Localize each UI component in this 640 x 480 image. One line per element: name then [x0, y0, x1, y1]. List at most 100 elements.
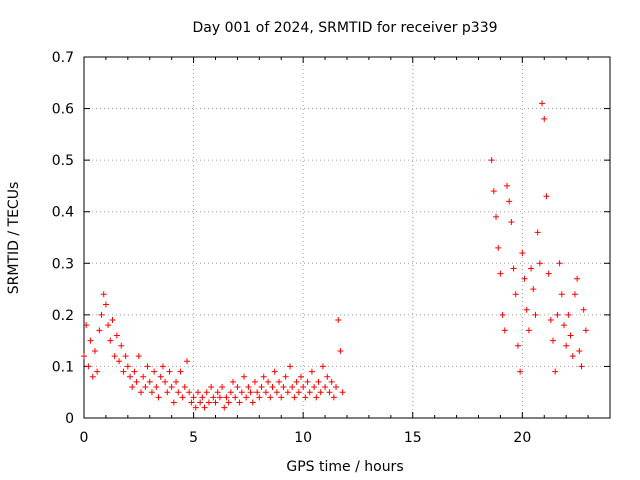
data-point: [490, 188, 497, 195]
data-point: [567, 332, 574, 339]
data-point: [124, 363, 131, 370]
data-point: [534, 229, 541, 236]
data-point: [300, 384, 307, 391]
data-point: [219, 384, 226, 391]
data-point: [265, 378, 272, 385]
data-point: [582, 327, 589, 334]
data-point: [173, 378, 180, 385]
data-point: [521, 275, 528, 282]
data-point: [192, 404, 199, 411]
data-point: [181, 384, 188, 391]
data-point: [328, 378, 335, 385]
data-point: [311, 384, 318, 391]
data-point: [517, 368, 524, 375]
y-tick-label: 0.5: [52, 153, 74, 169]
data-point: [330, 394, 337, 401]
data-point: [107, 337, 114, 344]
data-point: [249, 399, 256, 406]
data-point: [289, 384, 296, 391]
y-tick-label: 0.6: [52, 102, 74, 118]
data-point: [118, 342, 125, 349]
data-point: [556, 260, 563, 267]
data-point: [291, 394, 298, 401]
data-point: [159, 363, 166, 370]
data-point: [186, 389, 193, 396]
data-point: [510, 265, 517, 272]
data-point: [201, 404, 208, 411]
data-point: [240, 373, 247, 380]
data-point: [140, 373, 147, 380]
data-point: [528, 265, 535, 272]
data-point: [315, 378, 322, 385]
data-point: [234, 384, 241, 391]
data-point: [190, 394, 197, 401]
data-point: [488, 157, 495, 164]
data-point: [210, 394, 217, 401]
data-point: [523, 306, 530, 313]
data-point: [230, 378, 237, 385]
data-point: [284, 389, 291, 396]
data-point: [580, 306, 587, 313]
data-point: [260, 373, 267, 380]
data-point: [105, 322, 112, 329]
data-point: [293, 378, 300, 385]
data-point: [271, 368, 278, 375]
x-tick-label: 20: [513, 430, 531, 446]
data-point: [94, 368, 101, 375]
data-point: [532, 311, 539, 318]
x-axis-label: GPS time / hours: [286, 459, 403, 475]
data-point: [162, 378, 169, 385]
data-point: [519, 249, 526, 256]
data-point: [164, 389, 171, 396]
data-point: [333, 384, 340, 391]
data-point: [512, 291, 519, 298]
data-point: [98, 311, 105, 318]
data-point: [552, 368, 559, 375]
data-point: [574, 275, 581, 282]
data-point: [102, 301, 109, 308]
data-point: [558, 291, 565, 298]
data-point: [151, 368, 158, 375]
data-point: [282, 373, 289, 380]
grid: [84, 57, 610, 418]
data-point: [554, 311, 561, 318]
axis-ticks: 0 5 10 15 20 0 0.1 0.2 0.3 0.4 0.5 0.6 0.7: [52, 50, 610, 446]
data-point: [243, 394, 250, 401]
data-point: [273, 389, 280, 396]
y-tick-label: 0.1: [52, 359, 74, 375]
data-point: [157, 373, 164, 380]
data-point: [116, 358, 123, 365]
data-point: [536, 260, 543, 267]
data-point: [302, 394, 309, 401]
data-point: [545, 270, 552, 277]
data-point: [81, 353, 87, 360]
y-axis-label: SRMTID / TECUs: [6, 182, 22, 295]
data-point: [578, 363, 585, 370]
data-point: [83, 322, 90, 329]
data-point: [495, 244, 502, 251]
data-point: [205, 399, 212, 406]
data-point: [168, 384, 175, 391]
data-point: [547, 317, 554, 324]
data-point: [280, 384, 287, 391]
data-point: [91, 347, 98, 354]
y-tick-label: 0.3: [52, 256, 74, 272]
data-point: [144, 363, 151, 370]
data-point: [194, 389, 201, 396]
data-point: [550, 337, 557, 344]
data-point: [324, 373, 331, 380]
data-point: [216, 394, 223, 401]
data-point: [129, 384, 136, 391]
data-point: [563, 342, 570, 349]
data-point: [135, 353, 142, 360]
data-point: [335, 317, 342, 324]
data-point: [514, 342, 521, 349]
y-tick-label: 0.7: [52, 50, 74, 66]
data-point: [122, 353, 129, 360]
data-point: [221, 404, 228, 411]
data-point: [339, 389, 346, 396]
data-point: [541, 115, 548, 122]
data-point: [326, 389, 333, 396]
